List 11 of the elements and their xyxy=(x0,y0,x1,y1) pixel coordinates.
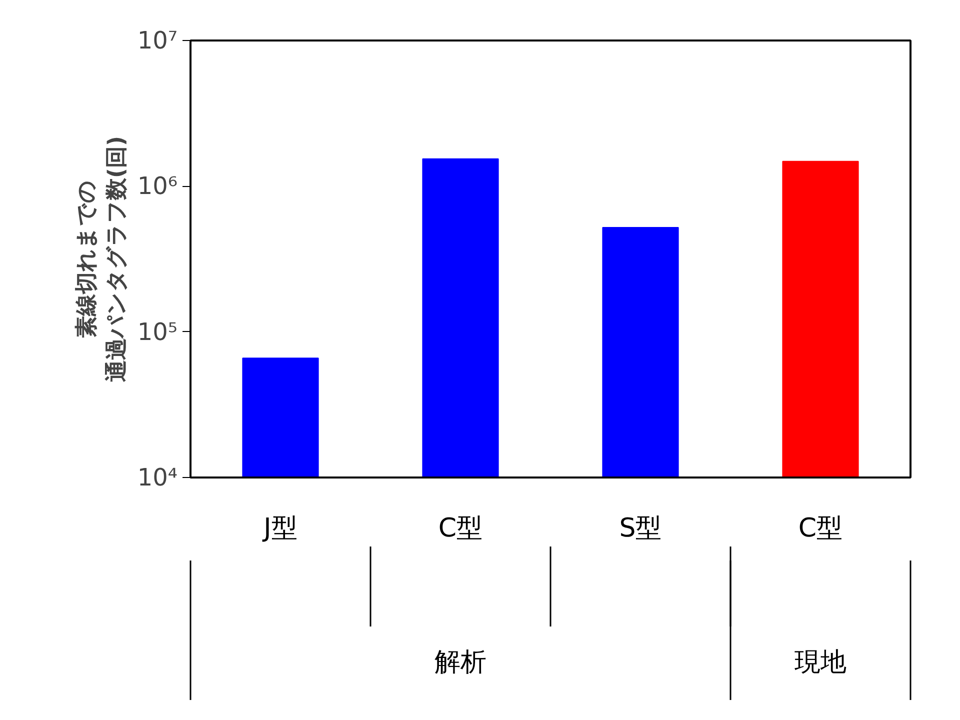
y-tick-label: 10⁶ xyxy=(137,172,178,200)
y-tick-label: 10⁷ xyxy=(137,26,178,54)
x-tick-label: J型 xyxy=(262,514,298,544)
y-tick-label: 10⁵ xyxy=(137,318,178,346)
y-tick-label: 10⁴ xyxy=(137,464,178,492)
x-tick-label: S型 xyxy=(619,514,662,544)
x-tick-label: C型 xyxy=(438,514,483,544)
text: 現地 xyxy=(794,648,846,678)
y-axis-title: 素線切れまでの通過パンタグラフ数(回) xyxy=(74,136,130,384)
text: 解析 xyxy=(434,648,486,678)
x-tick-label: C型 xyxy=(798,514,843,544)
